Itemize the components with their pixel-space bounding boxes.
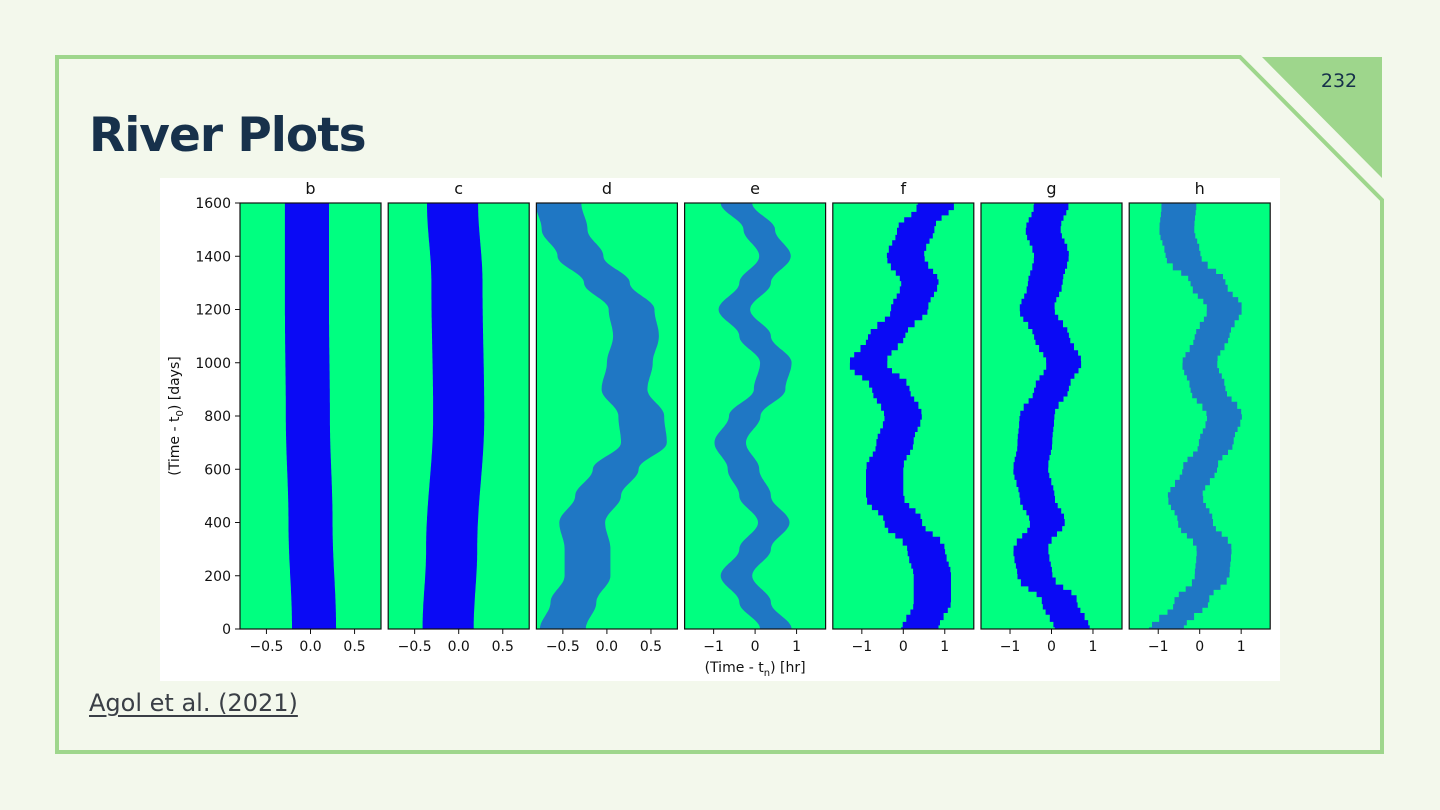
x-tick-label: 1 <box>792 639 801 655</box>
x-tick-label: 0.0 <box>299 639 321 655</box>
river-band <box>1149 203 1242 629</box>
x-tick-label: −1 <box>703 639 724 655</box>
x-tick-label: −0.5 <box>398 639 432 655</box>
slide-border <box>55 55 1384 754</box>
x-tick-label: 1 <box>1237 639 1246 655</box>
citation-link[interactable]: Agol et al. (2021) <box>89 689 298 717</box>
panel-title: e <box>750 179 760 198</box>
river-panel-d: d −0.5 0.0 0.5 <box>535 179 678 655</box>
panel-title: h <box>1195 179 1205 198</box>
river-band <box>714 203 792 629</box>
x-tick-label: −0.5 <box>546 639 580 655</box>
river-panel-c: c −0.5 0.0 0.5 <box>387 179 530 655</box>
x-tick-label: 1 <box>1089 639 1098 655</box>
river-band <box>422 203 485 629</box>
river-panel-e: e −1 0 1 <box>683 179 827 655</box>
panel-title: f <box>900 179 906 198</box>
x-tick-label: 0.0 <box>448 639 470 655</box>
panel-title: b <box>305 179 315 198</box>
x-tick-label: 0.5 <box>492 639 514 655</box>
x-tick-label: −1 <box>1000 639 1021 655</box>
river-panel-h: h −1 0 1 <box>1128 179 1271 655</box>
x-tick-label: −0.5 <box>249 639 283 655</box>
y-tick-label: 600 <box>204 462 231 478</box>
y-tick-label: 1600 <box>195 196 231 212</box>
x-axis-label: (Time - tn) [hr] <box>705 660 806 679</box>
y-tick-label: 0 <box>222 622 231 638</box>
river-band <box>536 203 667 629</box>
x-tick-label: 0 <box>1047 639 1056 655</box>
x-tick-label: −1 <box>1148 639 1169 655</box>
y-tick-label: 1200 <box>195 303 231 319</box>
river-panel-f: f −1 0 1 <box>832 179 975 655</box>
x-tick-label: 0 <box>751 639 760 655</box>
panel-title: c <box>454 179 463 198</box>
page-number: 232 <box>1320 70 1358 92</box>
y-tick-label: 1400 <box>195 249 231 265</box>
river-band <box>849 203 956 629</box>
river-plot-chart: b−0.5 0.0 0.502004006008001000120014001600… <box>167 179 1271 679</box>
x-tick-label: 0 <box>899 639 908 655</box>
panel-title: d <box>602 179 612 198</box>
river-band <box>284 203 337 629</box>
figure-panel: b −0.5 0.0 0.5 0 200 400 600 800 1000 1200 1400 1600… <box>160 178 1280 681</box>
y-tick-label: 800 <box>204 409 231 425</box>
y-tick-label: 1000 <box>195 356 231 372</box>
river-band <box>1013 203 1090 629</box>
x-tick-label: 1 <box>940 639 949 655</box>
y-axis-label: (Time - t0) [days] <box>167 356 186 475</box>
x-tick-label: 0 <box>1195 639 1204 655</box>
x-tick-label: −1 <box>852 639 873 655</box>
x-tick-label: 0.0 <box>596 639 618 655</box>
river-panel-b: b −0.5 0.0 0.5 0 200 400 600 800 1000 1200 1400 1600 <box>195 179 382 655</box>
river-panel-g: g −1 0 1 <box>980 179 1123 655</box>
slide-title: River Plots <box>89 108 367 163</box>
panel-title: g <box>1046 179 1056 198</box>
corner-fold <box>1262 57 1382 178</box>
x-tick-label: 0.5 <box>343 639 365 655</box>
x-tick-label: 0.5 <box>640 639 662 655</box>
y-tick-label: 200 <box>204 569 231 585</box>
y-tick-label: 400 <box>204 516 231 532</box>
